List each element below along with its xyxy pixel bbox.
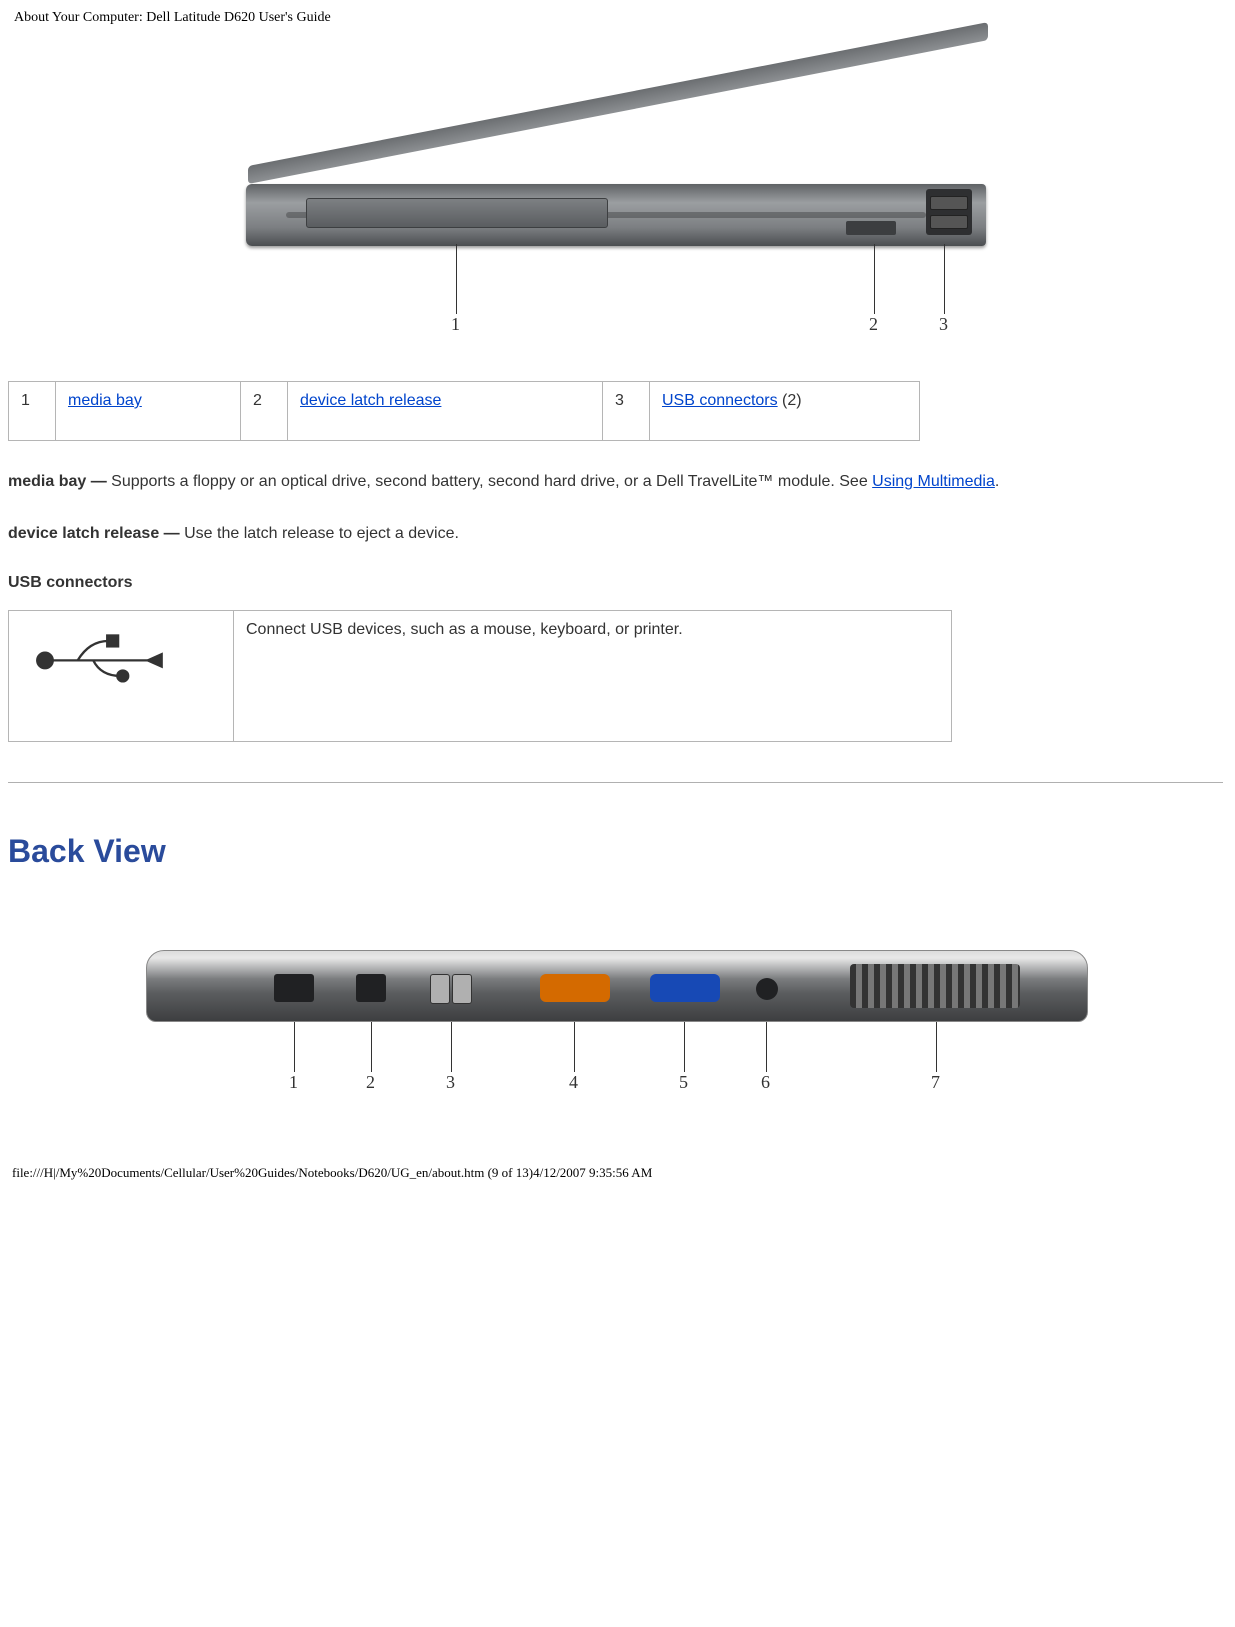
latch-label: device latch release — — [8, 525, 184, 542]
side-callout-2: 2 — [869, 314, 878, 335]
cell-link-1: media bay — [56, 382, 241, 441]
usb-heading: USB connectors — [8, 574, 1223, 592]
usb-icon-cell — [9, 611, 234, 742]
media-bay-tail: . — [995, 473, 999, 490]
cell-link-2: device latch release — [288, 382, 603, 441]
page-header: About Your Computer: Dell Latitude D620 … — [14, 10, 1223, 26]
link-using-multimedia[interactable]: Using Multimedia — [872, 473, 995, 490]
back-callout-5: 5 — [679, 1072, 688, 1093]
table-row: Connect USB devices, such as a mouse, ke… — [9, 611, 952, 742]
cell-link-3-suffix: (2) — [778, 392, 802, 409]
link-usb-connectors[interactable]: USB connectors — [662, 392, 778, 409]
back-view-diagram: 1 2 3 4 5 6 7 — [8, 930, 1223, 1105]
side-view-diagram: 1 2 3 — [8, 46, 1223, 341]
usb-desc-table: Connect USB devices, such as a mouse, ke… — [8, 610, 952, 742]
link-device-latch[interactable]: device latch release — [300, 392, 441, 409]
media-bay-text: Supports a floppy or an optical drive, s… — [111, 473, 872, 490]
side-callout-table: 1 media bay 2 device latch release 3 USB… — [8, 381, 920, 441]
back-callout-1: 1 — [289, 1072, 298, 1093]
back-callout-4: 4 — [569, 1072, 578, 1093]
latch-text: Use the latch release to eject a device. — [184, 525, 459, 542]
cell-num-3: 3 — [603, 382, 650, 441]
back-view-heading: Back View — [8, 833, 1223, 870]
side-callout-1: 1 — [451, 314, 460, 335]
back-callout-3: 3 — [446, 1072, 455, 1093]
side-callout-3: 3 — [939, 314, 948, 335]
cell-num-2: 2 — [241, 382, 288, 441]
link-media-bay[interactable]: media bay — [68, 392, 142, 409]
back-callout-7: 7 — [931, 1072, 940, 1093]
table-row: 1 media bay 2 device latch release 3 USB… — [9, 382, 920, 441]
cell-link-3: USB connectors (2) — [650, 382, 920, 441]
divider — [8, 782, 1223, 783]
media-bay-label: media bay — — [8, 473, 111, 490]
latch-paragraph: device latch release — Use the latch rel… — [8, 523, 1223, 545]
back-callout-6: 6 — [761, 1072, 770, 1093]
media-bay-paragraph: media bay — Supports a floppy or an opti… — [8, 471, 1223, 493]
cell-num-1: 1 — [9, 382, 56, 441]
usb-desc-text: Connect USB devices, such as a mouse, ke… — [234, 611, 952, 742]
footer-path: file:///H|/My%20Documents/Cellular/User%… — [12, 1165, 1223, 1181]
usb-icon — [31, 629, 171, 689]
back-callout-2: 2 — [366, 1072, 375, 1093]
